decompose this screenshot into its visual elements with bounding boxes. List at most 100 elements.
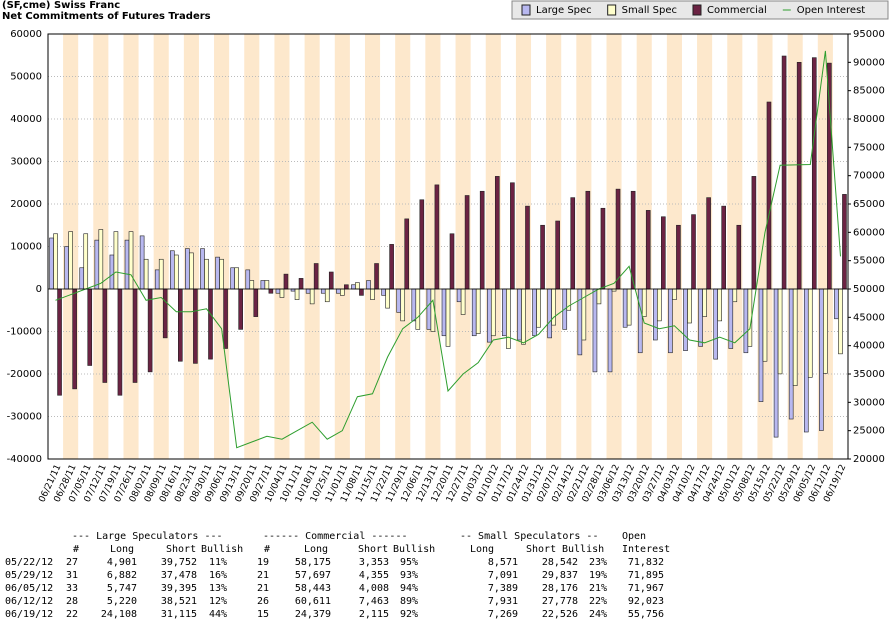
bar: [170, 250, 175, 290]
bar: [592, 288, 598, 373]
bar: [400, 288, 406, 322]
bar: [622, 288, 628, 328]
bar: [758, 288, 764, 402]
table-cell: 58,175: [295, 557, 331, 568]
table-column-header: Long: [304, 544, 328, 555]
bar: [570, 197, 576, 290]
table-cell: 7,463: [359, 596, 389, 607]
bar: [275, 288, 281, 294]
bar: [494, 176, 500, 290]
bar: [536, 288, 541, 328]
bar: [419, 199, 425, 290]
bar: [113, 231, 119, 290]
y2-tick-label: 30000: [853, 397, 885, 408]
bar: [83, 233, 89, 290]
chart-title: (SF,cme) Swiss Franc: [2, 0, 120, 11]
column-shade: [697, 34, 713, 459]
bar: [324, 288, 330, 303]
y2-tick-label: 25000: [853, 426, 885, 437]
bar: [219, 258, 224, 290]
y-tick-label: -30000: [7, 412, 42, 423]
bar: [57, 288, 62, 396]
bar: [706, 197, 711, 290]
y-tick-label: 30000: [10, 157, 42, 168]
legend-swatch: [692, 4, 702, 16]
oi-line: [55, 50, 841, 449]
table-column-header: Bullish: [393, 544, 435, 555]
bar: [732, 288, 738, 303]
table-cell: 22,526: [542, 609, 578, 619]
bar: [178, 288, 183, 362]
bar: [600, 207, 606, 290]
bar: [185, 248, 190, 290]
bar: [154, 269, 160, 290]
bar: [661, 216, 666, 290]
bar: [162, 288, 168, 339]
bar: [404, 218, 410, 290]
y-tick-label: 60000: [10, 29, 42, 40]
bar: [827, 62, 832, 290]
table-cell: 55,756: [628, 609, 664, 619]
bar: [264, 280, 270, 290]
table-cell: 05/22/12: [5, 557, 53, 568]
bar: [668, 288, 673, 354]
y2-tick-label: 70000: [853, 171, 885, 182]
bar: [174, 254, 179, 290]
table-cell: 15: [257, 609, 269, 619]
bar: [645, 210, 651, 290]
table-cell: 8,571: [488, 557, 518, 568]
bar: [344, 284, 349, 290]
bar: [721, 205, 726, 290]
table-cell: 12%: [209, 596, 227, 607]
table-column-header: Short: [166, 544, 196, 555]
bar: [585, 190, 591, 290]
table-cell: 22: [66, 609, 78, 619]
bar: [215, 256, 220, 290]
bar: [268, 288, 274, 294]
table-column-header: Short: [358, 544, 388, 555]
bar: [555, 220, 560, 290]
table-cell: 27: [66, 557, 78, 568]
bar: [260, 280, 266, 290]
bar: [838, 288, 843, 355]
bar: [336, 288, 341, 294]
chart-subtitle: Net Commitments of Futures Traders: [2, 11, 211, 22]
y-tick-label: 50000: [10, 72, 42, 83]
bar: [64, 246, 69, 290]
bar: [109, 254, 115, 290]
y2-tick-label: 60000: [853, 227, 885, 238]
table-column-header: Bullish: [201, 544, 243, 555]
table-cell: 7,931: [488, 596, 518, 607]
bar: [607, 288, 613, 373]
column-shade: [244, 34, 260, 459]
bar: [124, 239, 130, 290]
table-column-header: Bullish: [562, 544, 604, 555]
plot-border: [47, 33, 849, 460]
bar: [351, 284, 356, 290]
y2-tick-label: 80000: [853, 114, 885, 125]
y-tick-label: 10000: [10, 242, 42, 253]
table-cell: 31,115: [161, 609, 197, 619]
bar: [370, 288, 375, 300]
bar: [803, 288, 809, 433]
bar: [68, 231, 73, 290]
table-cell: 11%: [209, 557, 227, 568]
bar: [743, 288, 749, 354]
table-cell: 22%: [589, 596, 607, 607]
table-cell: 95%: [400, 557, 418, 568]
bar: [702, 288, 707, 317]
bar: [490, 288, 496, 337]
bar: [94, 239, 100, 290]
legend-label: Commercial: [707, 5, 767, 16]
table-cell: 58,443: [295, 583, 331, 594]
table-cell: 13%: [209, 583, 227, 594]
table-cell: 93%: [400, 570, 418, 581]
column-shade: [274, 34, 290, 459]
bar: [811, 57, 817, 290]
bar: [223, 288, 228, 349]
bar: [359, 288, 364, 296]
y2-tick-label: 90000: [853, 57, 885, 68]
legend-swatch: [607, 4, 617, 16]
bar: [204, 258, 209, 290]
table-cell: 39,395: [161, 583, 197, 594]
